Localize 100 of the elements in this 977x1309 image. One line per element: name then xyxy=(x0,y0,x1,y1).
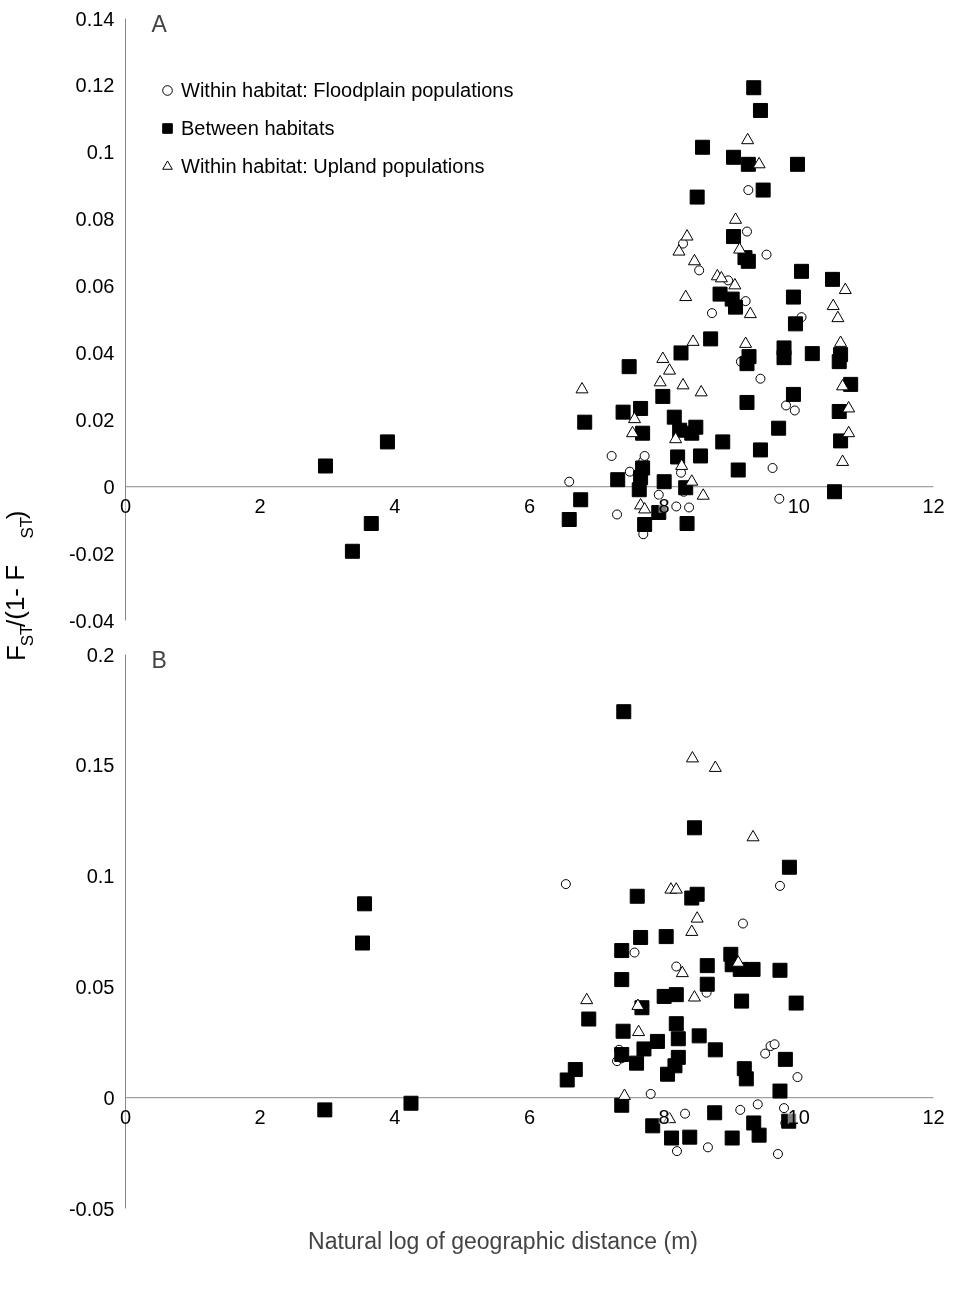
point xyxy=(699,958,715,974)
y-axis-title: FST/(1- FST) xyxy=(0,510,37,661)
x-tick-label: 8 xyxy=(658,494,670,517)
point xyxy=(675,458,689,470)
x-tick-label: 4 xyxy=(389,1105,401,1128)
point xyxy=(575,381,589,394)
x-tick-label: 6 xyxy=(523,1105,536,1128)
point xyxy=(746,829,760,842)
point xyxy=(755,373,766,384)
point xyxy=(724,1130,740,1146)
point xyxy=(676,377,690,390)
chart-title: B xyxy=(151,646,167,673)
legend-label: Within habitat: Floodplain populations xyxy=(181,78,514,102)
point xyxy=(772,1083,788,1099)
point xyxy=(670,1031,686,1047)
point xyxy=(658,929,674,945)
point xyxy=(317,1102,333,1118)
y-tick-label: 0 xyxy=(103,1086,115,1109)
point xyxy=(752,156,766,169)
point xyxy=(617,1088,631,1100)
x-tick-label: 6 xyxy=(523,494,536,517)
legend-label: Between habitats xyxy=(181,116,335,140)
y-tick-label: 0.15 xyxy=(75,754,115,777)
legend-label: Within habitat: Upland populations xyxy=(181,154,485,178)
y-tick-label: -0.04 xyxy=(68,609,115,632)
y-tick-label: 0.05 xyxy=(75,975,115,998)
point xyxy=(680,229,694,241)
chart-title: A xyxy=(151,10,168,37)
point xyxy=(685,751,699,763)
point xyxy=(735,1104,746,1115)
point xyxy=(403,1095,419,1111)
point xyxy=(842,401,856,413)
point xyxy=(636,1041,652,1057)
y-tick-label: -0.05 xyxy=(68,1197,115,1220)
point xyxy=(699,976,715,992)
point xyxy=(706,308,717,319)
point xyxy=(707,1042,723,1058)
x-tick-label: 10 xyxy=(787,1105,810,1128)
point xyxy=(729,212,743,224)
point xyxy=(581,1011,597,1027)
point xyxy=(653,489,664,500)
point xyxy=(831,310,845,323)
x-tick-label: 0 xyxy=(119,494,132,517)
y-tick-label: 0.06 xyxy=(75,275,115,298)
point xyxy=(696,488,710,500)
point xyxy=(668,1016,684,1032)
point xyxy=(745,961,761,977)
point xyxy=(560,879,571,890)
point xyxy=(645,1118,661,1134)
point xyxy=(626,425,640,438)
point xyxy=(734,993,750,1009)
point xyxy=(691,1028,707,1044)
point xyxy=(760,1048,771,1059)
point xyxy=(769,1039,780,1050)
point xyxy=(567,1062,583,1078)
point xyxy=(684,502,695,513)
point xyxy=(656,351,670,363)
x-tick-label: 8 xyxy=(658,1105,670,1128)
point xyxy=(614,972,630,988)
point xyxy=(779,1103,790,1114)
x-tick-label: 12 xyxy=(922,1105,945,1128)
y-tick-label: -0.02 xyxy=(68,542,115,565)
x-tick-label: 12 xyxy=(922,494,945,517)
point xyxy=(702,1142,713,1153)
y-tick-label: 0.12 xyxy=(75,74,115,97)
point xyxy=(690,911,704,923)
point xyxy=(767,463,778,473)
point xyxy=(564,476,575,487)
point xyxy=(728,277,742,290)
point xyxy=(838,282,852,295)
point xyxy=(772,962,788,978)
point xyxy=(781,859,797,875)
x-tick-label: 4 xyxy=(389,494,401,517)
point xyxy=(826,298,840,311)
point xyxy=(671,961,682,972)
point xyxy=(687,253,701,266)
point xyxy=(612,509,623,520)
y-tick-label: 0 xyxy=(103,475,115,498)
point xyxy=(731,955,745,967)
point xyxy=(614,1046,630,1062)
point xyxy=(631,998,645,1010)
point xyxy=(761,249,772,260)
point xyxy=(616,704,632,720)
point xyxy=(628,411,642,424)
point xyxy=(694,265,705,276)
point xyxy=(714,270,728,283)
point xyxy=(606,450,617,461)
point xyxy=(669,431,683,444)
point xyxy=(743,185,754,196)
point xyxy=(836,378,850,391)
point xyxy=(649,1033,665,1049)
point xyxy=(836,454,850,466)
point xyxy=(615,1023,631,1039)
point xyxy=(834,335,848,347)
point xyxy=(751,1127,767,1143)
point xyxy=(772,1149,783,1159)
point xyxy=(679,289,693,302)
x-tick-label: 10 xyxy=(787,494,810,517)
point xyxy=(645,1088,656,1099)
point xyxy=(633,929,649,945)
